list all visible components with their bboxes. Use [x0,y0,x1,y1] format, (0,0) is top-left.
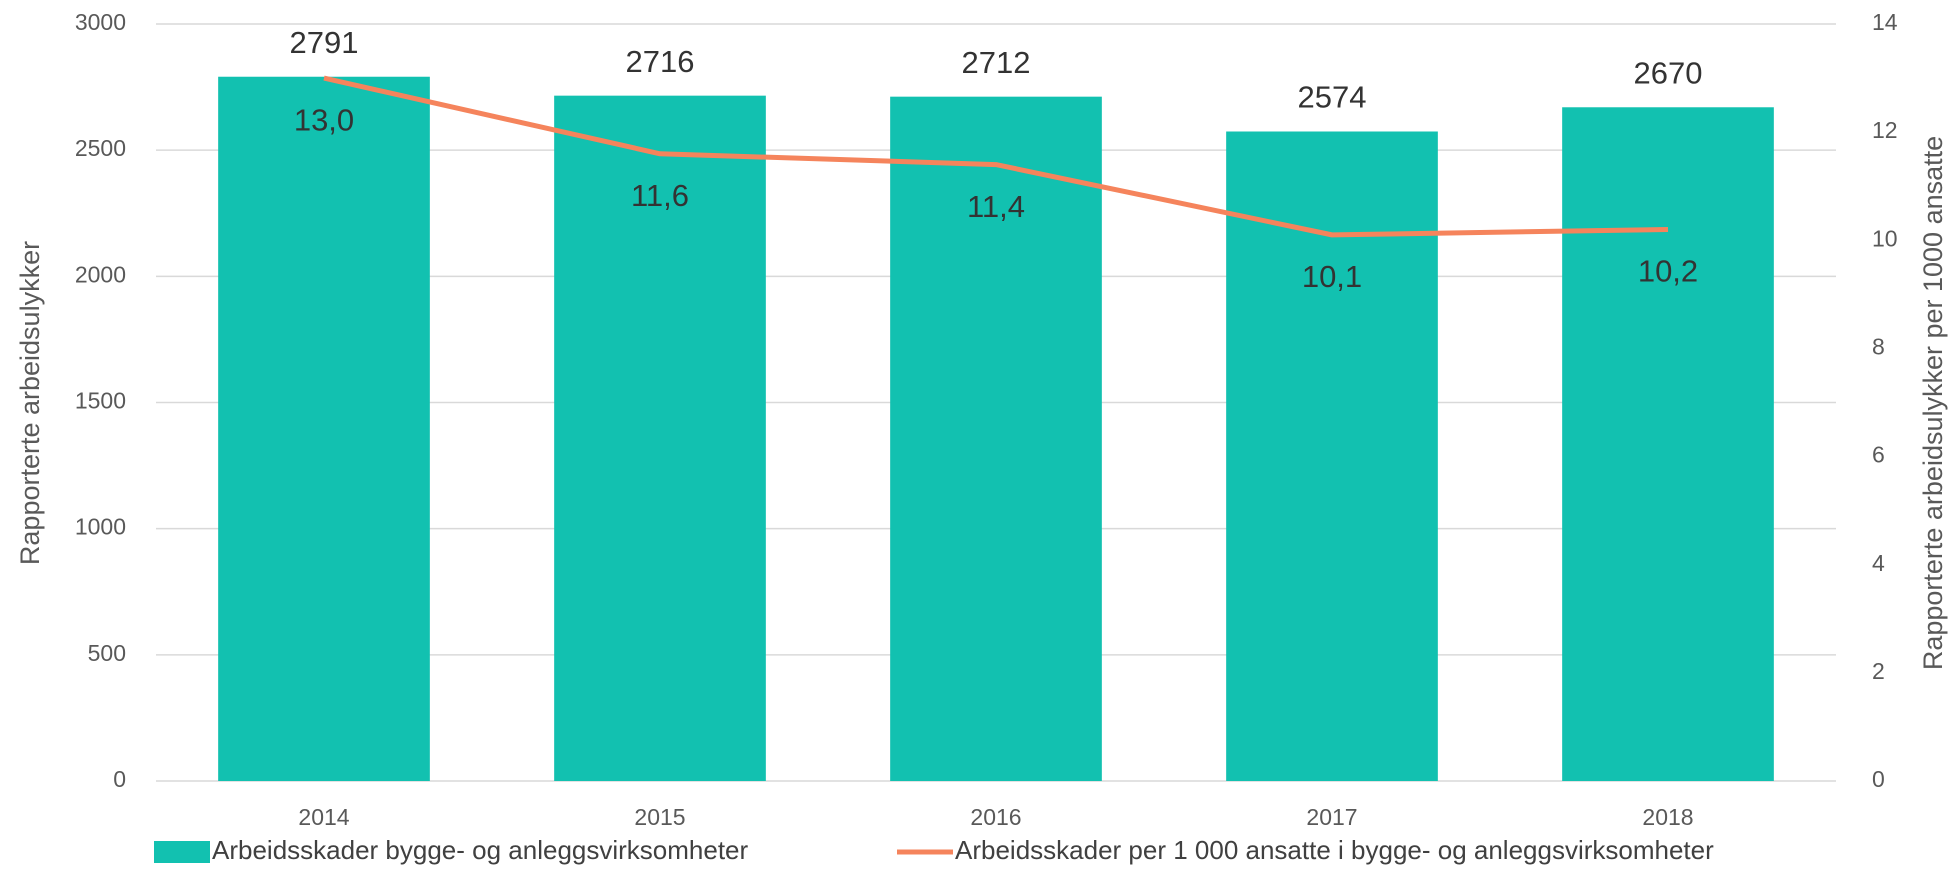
bar [1226,131,1438,781]
y2-tick-label: 0 [1872,766,1885,792]
legend-label: Arbeidsskader per 1 000 ansatte i bygge-… [955,835,1714,865]
line-value-label: 11,6 [631,178,689,213]
bar [218,76,430,781]
x-tick-label: 2018 [1642,804,1693,830]
legend-swatch [154,841,210,863]
y-tick-label: 2000 [75,261,126,287]
y2-tick-label: 14 [1872,9,1898,35]
bar [890,96,1102,781]
y-tick-label: 0 [113,766,126,792]
bar [554,95,766,782]
x-tick-label: 2014 [298,804,349,830]
bar [1562,107,1774,781]
y2-tick-label: 12 [1872,117,1898,143]
y-tick-label: 3000 [75,9,126,35]
bar-value-label: 2670 [1634,55,1703,90]
line-value-label: 10,2 [1638,254,1698,289]
y-tick-label: 500 [88,640,126,666]
bar-value-label: 2791 [290,25,359,60]
line-value-label: 10,1 [1302,259,1362,294]
y2-tick-label: 6 [1872,442,1885,468]
y-tick-label: 1000 [75,514,126,540]
y-tick-label: 2500 [75,135,126,161]
x-tick-label: 2017 [1306,804,1357,830]
y2-tick-label: 8 [1872,334,1885,360]
y2-tick-label: 10 [1872,225,1898,251]
y2-tick-label: 2 [1872,658,1885,684]
x-tick-label: 2015 [634,804,685,830]
y-axis-label: Rapporterte arbeidsulykker [15,241,45,565]
line [323,75,1669,238]
line-value-label: 13,0 [294,102,354,137]
legend-label: Arbeidsskader bygge- og anleggsvirksomhe… [212,835,749,865]
y2-axis-label: Rapporterte arbeidsulykker per 1000 ansa… [1918,136,1948,670]
y2-tick-label: 4 [1872,550,1885,576]
bar-value-label: 2574 [1298,80,1367,115]
bar-value-label: 2716 [626,44,695,79]
line-value-label: 11,4 [967,189,1025,224]
bar-value-label: 2712 [962,45,1031,80]
y-tick-label: 1500 [75,388,126,414]
x-tick-label: 2016 [970,804,1021,830]
